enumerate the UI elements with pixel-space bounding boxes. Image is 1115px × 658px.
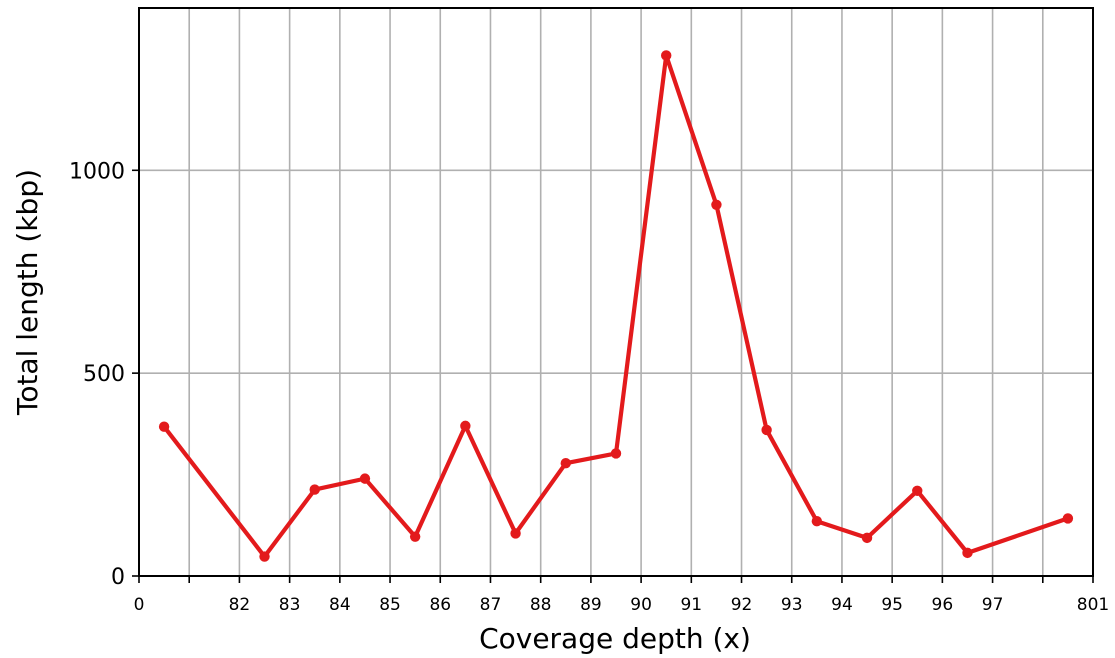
data-point (460, 420, 471, 432)
plot-frame (138, 7, 1094, 577)
y-tick-label: 0 (111, 565, 125, 590)
data-point (711, 199, 722, 210)
x-tick-label: 87 (480, 595, 502, 615)
data-point (510, 528, 521, 539)
data-point (359, 473, 371, 484)
x-tick-label: 83 (279, 595, 301, 615)
data-point (1062, 513, 1074, 524)
data-point (861, 532, 873, 544)
y-tick-label: 1000 (69, 159, 125, 184)
y-axis-title: Total length (kbp) (11, 169, 44, 416)
x-tick-label: 96 (932, 595, 954, 615)
x-tick-label: 97 (982, 595, 1004, 615)
x-tick-label: 95 (881, 595, 903, 615)
y-tick-label: 500 (83, 362, 125, 387)
x-tick-label: 91 (680, 595, 702, 615)
x-tick-label: 93 (781, 595, 803, 615)
series-layer (158, 50, 1074, 562)
x-tick-label: 0 (134, 595, 145, 615)
x-tick-label: 86 (429, 595, 451, 615)
data-point (409, 531, 421, 542)
data-point (912, 485, 923, 496)
x-tick-label: 84 (329, 595, 351, 615)
x-tick-label: 801 (1077, 595, 1109, 615)
ticks: 0 82 83 84 85 86 87 88 89 90 91 92 93 94 95 96 97 801 0 500… (69, 159, 1109, 615)
data-point (761, 424, 772, 436)
data-point (661, 50, 672, 61)
data-point (811, 516, 823, 527)
x-tick-label: 89 (580, 595, 602, 615)
x-axis-title: Coverage depth (x) (479, 622, 751, 655)
data-point (610, 448, 622, 459)
x-tick-label: 94 (831, 595, 853, 615)
x-tick-label: 85 (379, 595, 401, 615)
data-point (259, 551, 270, 562)
x-tick-label: 82 (229, 595, 251, 615)
x-tick-label: 90 (630, 595, 652, 615)
grid-lines (139, 8, 1093, 576)
data-point (560, 458, 571, 469)
series-line (162, 53, 1070, 559)
data-point (962, 547, 973, 559)
data-point (158, 421, 170, 432)
data-point (309, 484, 320, 495)
x-tick-label: 92 (731, 595, 753, 615)
x-tick-label: 88 (530, 595, 552, 615)
axes-frame (138, 7, 1094, 577)
